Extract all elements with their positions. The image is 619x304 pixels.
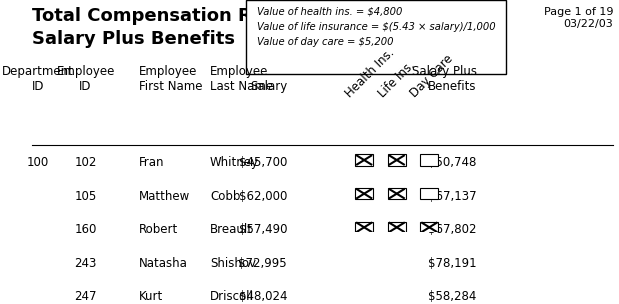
Text: Cobb: Cobb bbox=[210, 189, 240, 202]
Text: $78,191: $78,191 bbox=[428, 257, 477, 270]
Text: $67,802: $67,802 bbox=[428, 223, 477, 236]
Text: Breault: Breault bbox=[210, 223, 253, 236]
Text: $50,748: $50,748 bbox=[428, 156, 477, 169]
FancyBboxPatch shape bbox=[420, 289, 438, 300]
Text: Shishov: Shishov bbox=[210, 257, 256, 270]
FancyBboxPatch shape bbox=[420, 188, 438, 199]
Text: Matthew: Matthew bbox=[139, 189, 190, 202]
Text: $67,137: $67,137 bbox=[428, 189, 477, 202]
Text: $45,700: $45,700 bbox=[239, 156, 287, 169]
Text: 100: 100 bbox=[27, 156, 50, 169]
FancyBboxPatch shape bbox=[420, 255, 438, 267]
Text: Day Care: Day Care bbox=[409, 52, 456, 100]
FancyBboxPatch shape bbox=[355, 188, 373, 199]
Text: Salary Plus
Benefits: Salary Plus Benefits bbox=[412, 65, 477, 93]
FancyBboxPatch shape bbox=[388, 154, 405, 166]
Text: Life Ins.: Life Ins. bbox=[376, 58, 417, 100]
Text: Robert: Robert bbox=[139, 223, 178, 236]
Text: Salary Plus Benefits: Salary Plus Benefits bbox=[32, 30, 235, 48]
Text: 160: 160 bbox=[74, 223, 97, 236]
Text: Employee
First Name: Employee First Name bbox=[139, 65, 202, 93]
Text: Value of health ins. = $4,800
Value of life insurance = $(5.43 × salary)/1,000
V: Value of health ins. = $4,800 Value of l… bbox=[258, 7, 496, 47]
Text: Health Ins.: Health Ins. bbox=[343, 46, 397, 100]
Text: $58,284: $58,284 bbox=[428, 290, 477, 303]
Text: 247: 247 bbox=[74, 290, 97, 303]
Text: 105: 105 bbox=[74, 189, 97, 202]
Text: $72,995: $72,995 bbox=[238, 257, 287, 270]
Text: Page 1 of 19
03/22/03: Page 1 of 19 03/22/03 bbox=[543, 7, 613, 29]
FancyBboxPatch shape bbox=[420, 222, 438, 233]
FancyBboxPatch shape bbox=[355, 289, 373, 300]
Text: 102: 102 bbox=[74, 156, 97, 169]
FancyBboxPatch shape bbox=[246, 0, 506, 74]
FancyBboxPatch shape bbox=[388, 222, 405, 233]
Text: Total Compensation Report: Total Compensation Report bbox=[32, 7, 307, 25]
FancyBboxPatch shape bbox=[355, 154, 373, 166]
Text: Natasha: Natasha bbox=[139, 257, 188, 270]
FancyBboxPatch shape bbox=[388, 255, 405, 267]
Text: Kurt: Kurt bbox=[139, 290, 163, 303]
Text: 243: 243 bbox=[74, 257, 97, 270]
Text: Fran: Fran bbox=[139, 156, 165, 169]
FancyBboxPatch shape bbox=[420, 154, 438, 166]
Text: Department
ID: Department ID bbox=[2, 65, 74, 93]
Text: Employee
Last Name: Employee Last Name bbox=[210, 65, 273, 93]
FancyBboxPatch shape bbox=[355, 222, 373, 233]
Text: Whitney: Whitney bbox=[210, 156, 259, 169]
Text: $62,000: $62,000 bbox=[239, 189, 287, 202]
Text: Salary: Salary bbox=[250, 80, 287, 93]
FancyBboxPatch shape bbox=[355, 255, 373, 267]
Text: Employee
ID: Employee ID bbox=[56, 65, 115, 93]
FancyBboxPatch shape bbox=[388, 289, 405, 300]
FancyBboxPatch shape bbox=[388, 188, 405, 199]
Text: $48,024: $48,024 bbox=[238, 290, 287, 303]
Text: Driscoll: Driscoll bbox=[210, 290, 254, 303]
Text: $57,490: $57,490 bbox=[238, 223, 287, 236]
